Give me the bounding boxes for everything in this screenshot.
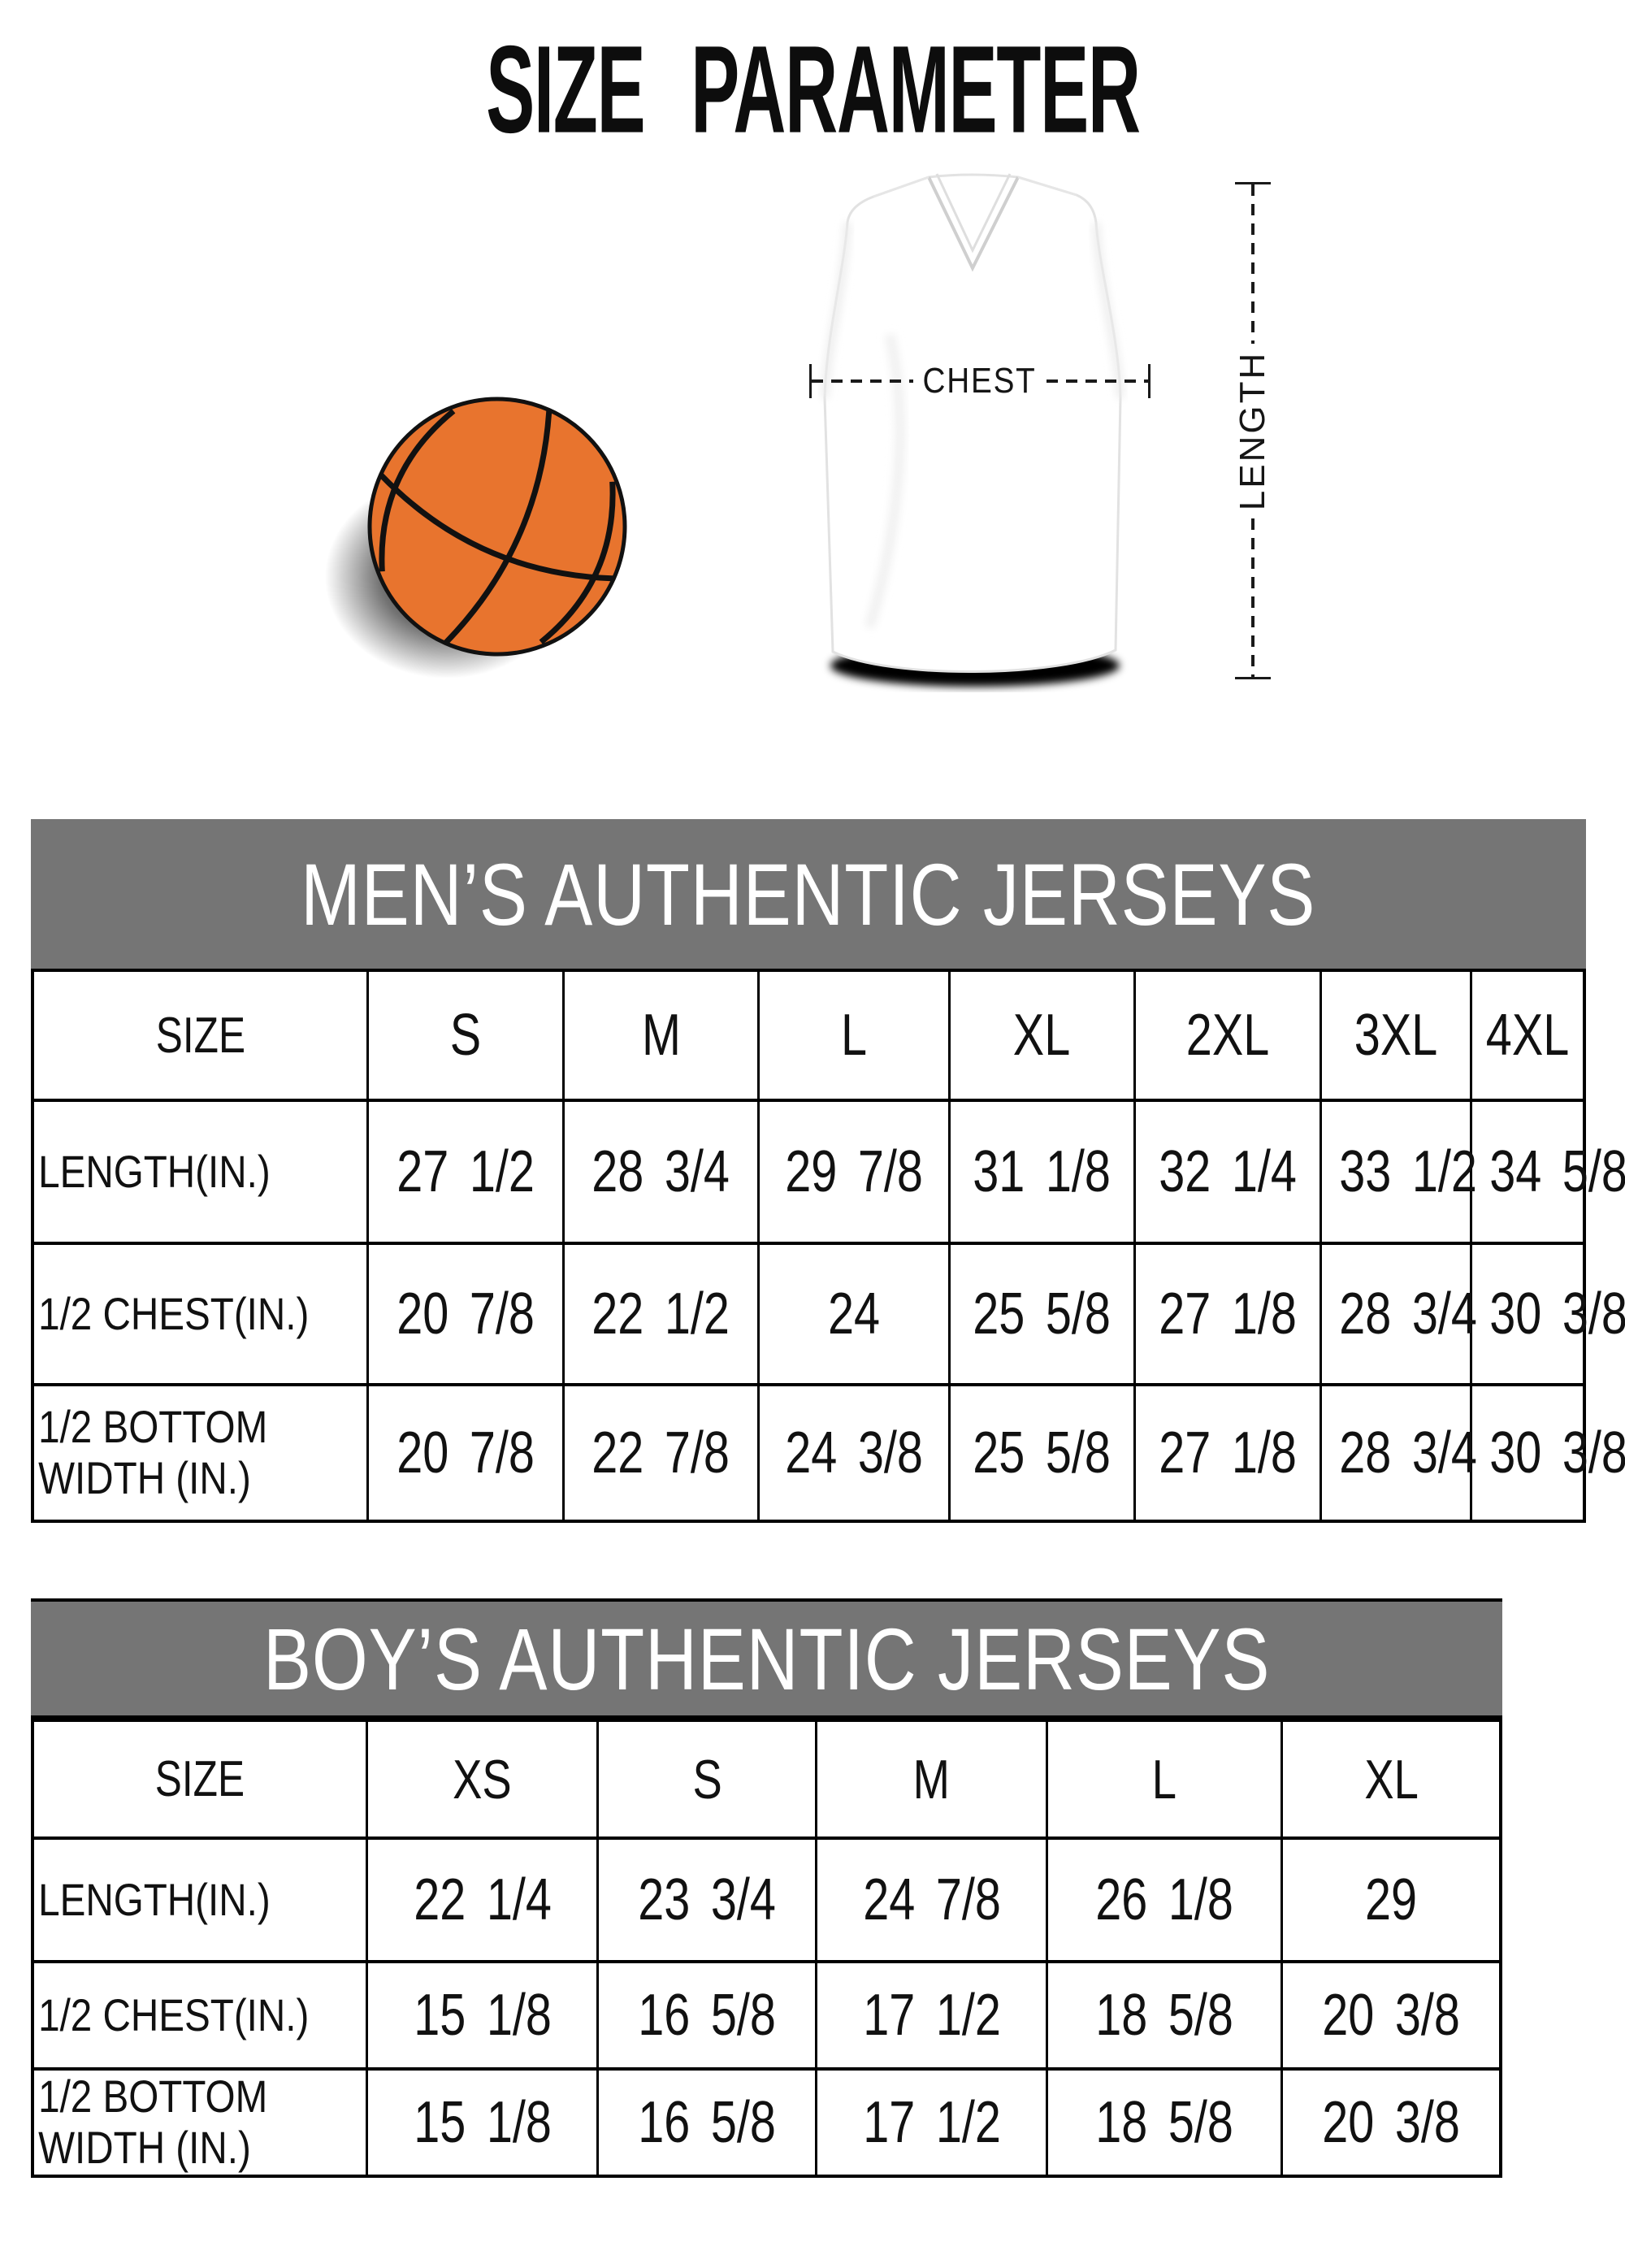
value-cell: 29: [1280, 1837, 1502, 1963]
jersey-illustration: [821, 173, 1124, 687]
chest-left-tick: [809, 364, 812, 398]
value-cell: 24 3/8: [757, 1383, 951, 1523]
value-cell: 24 7/8: [815, 1837, 1049, 1963]
length-dimension-line: LENGTH: [1233, 182, 1272, 679]
value-cell: 34 5/8: [1470, 1099, 1625, 1245]
value-cell: 22 1/4: [366, 1837, 600, 1963]
table-row: 1/2 BOTTOM WIDTH (IN.) 20 7/8 22 7/8 24 …: [31, 1383, 1625, 1523]
col-header: M: [815, 1719, 1049, 1840]
length-dash-top: [1251, 184, 1254, 344]
value-cell: 28 3/4: [1319, 1383, 1477, 1523]
value-cell: 17 1/2: [815, 1960, 1049, 2071]
value-cell: 33 1/2: [1319, 1099, 1477, 1245]
value-cell: 15 1/8: [366, 2067, 600, 2178]
table-row: 1/2 CHEST(IN.) 15 1/8 16 5/8 17 1/2 18 5…: [31, 1960, 1502, 2071]
value-cell: 31 1/8: [948, 1099, 1136, 1245]
value-cell: 16 5/8: [596, 1960, 818, 2071]
value-cell: 22 1/2: [561, 1242, 760, 1386]
boys-size-table: SIZE XS S M L XL LENGTH(IN.) 22 1/4 23 3…: [31, 1719, 1502, 2178]
mens-size-table: SIZE S M L XL 2XL 3XL 4XL LENGTH(IN.) 27…: [31, 969, 1625, 1523]
value-cell: 20 7/8: [366, 1242, 565, 1386]
row-label: 1/2 CHEST(IN.): [31, 1960, 369, 2071]
value-cell: 32 1/4: [1133, 1099, 1322, 1245]
table-row: 1/2 BOTTOM WIDTH (IN.) 15 1/8 16 5/8 17 …: [31, 2067, 1502, 2178]
col-header: SIZE: [31, 1719, 369, 1840]
col-header: S: [596, 1719, 818, 1840]
table-row: LENGTH(IN.) 22 1/4 23 3/4 24 7/8 26 1/8 …: [31, 1837, 1502, 1963]
value-cell: 25 5/8: [948, 1242, 1136, 1386]
value-cell: 30 3/8: [1470, 1242, 1625, 1386]
value-cell: 18 5/8: [1046, 2067, 1284, 2178]
value-cell: 24: [757, 1242, 951, 1386]
row-label: LENGTH(IN.): [31, 1837, 369, 1963]
boys-table-title: BOY’S AUTHENTIC JERSEYS: [262, 1609, 1271, 1708]
chest-dash-left: [812, 379, 914, 383]
page-title: SIZE PARAMETER: [485, 19, 1141, 159]
value-cell: 15 1/8: [366, 1960, 600, 2071]
length-bottom-tick: [1235, 677, 1271, 679]
value-cell: 23 3/4: [596, 1837, 818, 1963]
col-header: 2XL: [1133, 969, 1322, 1102]
value-cell: 17 1/2: [815, 2067, 1049, 2178]
boys-table-header: BOY’S AUTHENTIC JERSEYS: [31, 1598, 1502, 1719]
value-cell: 22 7/8: [561, 1383, 760, 1523]
chest-label: CHEST: [922, 361, 1038, 401]
table-row: 1/2 CHEST(IN.) 20 7/8 22 1/2 24 25 5/8 2…: [31, 1242, 1625, 1386]
length-dash-bottom: [1251, 518, 1254, 677]
col-header: S: [366, 969, 565, 1102]
basketball-icon: [325, 397, 627, 679]
value-cell: 26 1/8: [1046, 1837, 1284, 1963]
length-top-tick: [1235, 182, 1271, 184]
value-cell: 18 5/8: [1046, 1960, 1284, 2071]
chest-right-tick: [1148, 364, 1150, 398]
table-row: SIZE XS S M L XL: [31, 1719, 1502, 1840]
length-label: LENGTH: [1233, 350, 1273, 511]
value-cell: 20 3/8: [1280, 2067, 1502, 2178]
row-label: 1/2 CHEST(IN.): [31, 1242, 370, 1386]
col-header: L: [757, 969, 951, 1102]
value-cell: 27 1/8: [1133, 1242, 1322, 1386]
value-cell: 28 3/4: [561, 1099, 760, 1245]
col-header: XL: [1280, 1719, 1502, 1840]
value-cell: 29 7/8: [757, 1099, 951, 1245]
col-header: XS: [366, 1719, 600, 1840]
col-header: 4XL: [1470, 969, 1586, 1102]
row-label: 1/2 BOTTOM WIDTH (IN.): [31, 2067, 369, 2178]
col-header: XL: [948, 969, 1136, 1102]
value-cell: 25 5/8: [948, 1383, 1136, 1523]
chest-dimension-line: CHEST: [809, 361, 1150, 401]
value-cell: 20 7/8: [366, 1383, 565, 1523]
col-header: M: [561, 969, 760, 1102]
mens-table-title: MEN’S AUTHENTIC JERSEYS: [301, 844, 1316, 943]
col-header: SIZE: [31, 969, 370, 1102]
mens-table-header: MEN’S AUTHENTIC JERSEYS: [31, 819, 1586, 969]
chest-dash-right: [1046, 379, 1148, 383]
value-cell: 27 1/2: [366, 1099, 565, 1245]
value-cell: 20 3/8: [1280, 1960, 1502, 2071]
row-label: LENGTH(IN.): [31, 1099, 370, 1245]
value-cell: 27 1/8: [1133, 1383, 1322, 1523]
value-cell: 30 3/8: [1470, 1383, 1625, 1523]
col-header: L: [1046, 1719, 1284, 1840]
col-header: 3XL: [1319, 969, 1473, 1102]
row-label: 1/2 BOTTOM WIDTH (IN.): [31, 1383, 370, 1523]
value-cell: 16 5/8: [596, 2067, 818, 2178]
table-row: SIZE S M L XL 2XL 3XL 4XL: [31, 969, 1586, 1102]
value-cell: 28 3/4: [1319, 1242, 1477, 1386]
table-row: LENGTH(IN.) 27 1/2 28 3/4 29 7/8 31 1/8 …: [31, 1099, 1625, 1245]
